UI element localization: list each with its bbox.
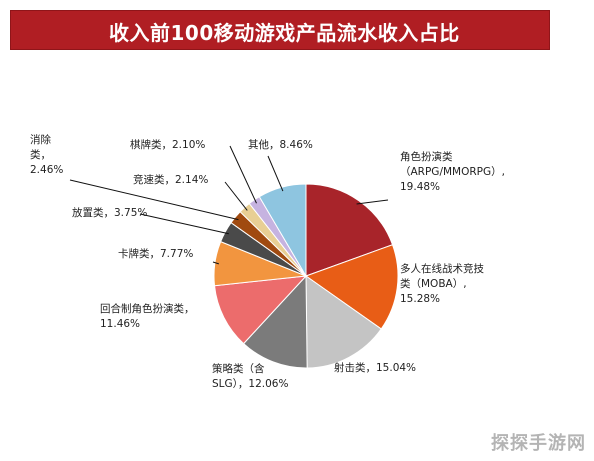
chart-title: 收入前100移动游戏产品流水收入占比 bbox=[109, 21, 460, 45]
pie-slices bbox=[213, 183, 399, 369]
slice-label: 回合制角色扮演类， 11.46% bbox=[100, 302, 195, 330]
leader-line bbox=[212, 261, 219, 265]
slice-label: 多人在线战术竞技类（MOBA）, 15.28% bbox=[400, 262, 484, 305]
slice-label: 射击类，15.04% bbox=[334, 361, 416, 374]
leader-line bbox=[229, 145, 257, 204]
leader-line bbox=[139, 213, 229, 235]
pie-slice bbox=[305, 183, 394, 277]
leader-line bbox=[224, 181, 248, 211]
slice-label: 竞速类，2.14% bbox=[133, 173, 208, 186]
slice-label: 消除类， 2.46% bbox=[30, 133, 63, 176]
pie-slice bbox=[258, 183, 307, 278]
slice-label: 策略类（含 SLG），12.06% bbox=[212, 362, 288, 390]
leader-line bbox=[69, 179, 239, 221]
slice-label: 卡牌类，7.77% bbox=[118, 247, 193, 260]
slice-label: 其他，8.46% bbox=[248, 138, 313, 151]
leader-line bbox=[267, 155, 284, 192]
pie-slice bbox=[305, 275, 382, 369]
pie-slice bbox=[304, 244, 399, 330]
slice-label: 棋牌类，2.10% bbox=[130, 138, 205, 151]
slice-label: 放置类，3.75% bbox=[72, 206, 147, 219]
watermark: 探探手游网 bbox=[491, 433, 586, 454]
slice-labels: 角色扮演类（ARPG/MMORPG）, 19.48% 多人在线战术竞技类（MOBA）… bbox=[30, 133, 505, 390]
title-bar: 收入前100移动游戏产品流水收入占比 bbox=[10, 10, 550, 50]
pie-slice bbox=[213, 275, 308, 345]
leader-lines bbox=[69, 145, 389, 265]
pie-slice bbox=[242, 274, 308, 369]
leader-line bbox=[356, 199, 389, 205]
slice-label: 角色扮演类（ARPG/MMORPG）, 19.48% bbox=[400, 150, 505, 193]
